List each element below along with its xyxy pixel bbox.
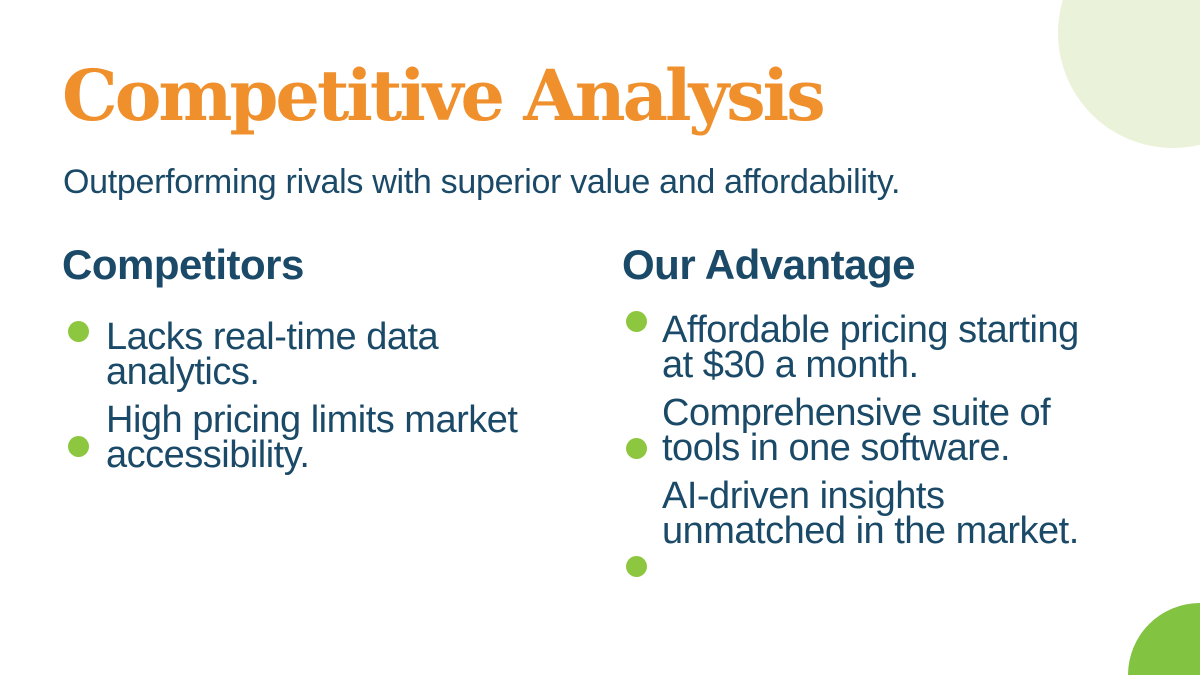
list-item: Comprehensive suite of tools in one softw… bbox=[662, 392, 1079, 469]
list-line: accessibility. bbox=[106, 434, 310, 476]
advantage-heading: Our Advantage bbox=[622, 241, 916, 288]
slide-title: Competitive Analysis bbox=[62, 54, 826, 137]
decorative-circle-top-right-icon bbox=[1058, 0, 1200, 148]
list-line: tools in one software. bbox=[662, 427, 1011, 469]
list-line: at $30 a month. bbox=[662, 344, 919, 386]
competitors-heading: Competitors bbox=[62, 241, 304, 288]
list-line: Affordable pricing starting bbox=[662, 309, 1079, 351]
circle-bullet-icon bbox=[626, 438, 647, 459]
list-item: Lacks real-time data analytics. bbox=[106, 316, 517, 393]
circle-bullet-icon bbox=[68, 436, 89, 457]
list-line: Comprehensive suite of bbox=[662, 392, 1051, 434]
list-line: High pricing limits market bbox=[106, 399, 518, 441]
list-line: unmatched in the market. bbox=[662, 510, 1079, 552]
list-item: High pricing limits market accessibility. bbox=[106, 399, 518, 476]
slide-subtitle: Outperforming rivals with superior value… bbox=[63, 163, 901, 201]
circle-bullet-icon bbox=[626, 556, 647, 577]
advantage-list: Affordable pricing starting at $30 a mont… bbox=[662, 309, 1079, 562]
decorative-quarter-circle-bottom-right-icon bbox=[1128, 603, 1200, 675]
competitors-list: Lacks real-time data analytics. High prici… bbox=[106, 316, 518, 486]
circle-bullet-icon bbox=[626, 311, 647, 332]
list-item: Affordable pricing starting at $30 a mont… bbox=[662, 309, 1079, 386]
list-line: AI-driven insights bbox=[662, 475, 945, 517]
list-item: AI-driven insights unmatched in the marke… bbox=[662, 475, 1079, 552]
list-line: analytics. bbox=[106, 351, 260, 393]
list-line: Lacks real-time data bbox=[106, 316, 439, 358]
circle-bullet-icon bbox=[68, 321, 89, 342]
